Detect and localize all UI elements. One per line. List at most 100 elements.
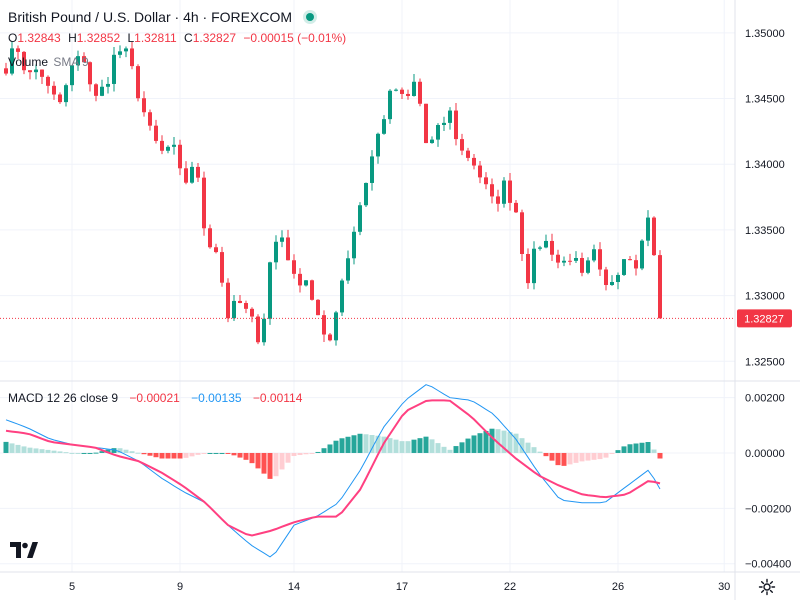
open-value: 1.32843 <box>17 31 61 45</box>
candle-body <box>232 300 236 319</box>
candle-body <box>118 51 122 55</box>
interval-label[interactable]: 4h <box>183 9 199 25</box>
chart-title[interactable]: British Pound / U.S. Dollar · 4h · FOREX… <box>8 9 314 25</box>
candle-body <box>562 260 566 263</box>
candle-body <box>454 110 458 140</box>
candle-body <box>310 280 314 300</box>
candle-body <box>346 258 350 281</box>
histogram-bar <box>411 439 417 453</box>
candle-body <box>538 247 542 249</box>
histogram-bar <box>291 452 297 456</box>
candle-body <box>550 240 554 255</box>
histogram-bar <box>255 452 261 469</box>
title-separator: · <box>202 9 208 25</box>
candle-body <box>184 168 188 183</box>
histogram-bar <box>9 443 15 453</box>
histogram-bar <box>57 451 63 453</box>
candle-body <box>358 205 362 232</box>
close-value: 1.32827 <box>192 31 237 45</box>
histogram-bar <box>219 452 225 454</box>
histogram-bar <box>483 430 489 453</box>
macd-signal-value: −0.00114 <box>252 391 303 405</box>
tradingview-logo-icon[interactable] <box>8 538 38 562</box>
candle-body <box>394 89 398 91</box>
candle-body <box>328 334 332 341</box>
candle-body <box>520 212 524 254</box>
settings-gear-icon[interactable] <box>758 578 776 596</box>
candle-body <box>154 125 158 141</box>
price-axis-labels[interactable]: 1.35000 1.34500 1.34000 1.33500 1.33000 1.325… <box>745 28 785 368</box>
histogram-bar <box>201 452 207 454</box>
open-label: O <box>8 31 18 45</box>
histogram-bar <box>237 452 243 458</box>
histogram-bar <box>465 438 471 453</box>
histogram-bar <box>399 441 405 453</box>
macd-params: 12 26 close 9 <box>46 391 119 405</box>
macd-line-value: −0.00135 <box>191 391 242 405</box>
volume-sma-label: SMA 9 <box>53 55 89 69</box>
histogram-bar <box>75 452 81 454</box>
candle-body <box>214 247 218 253</box>
candle-body <box>286 237 290 261</box>
candle-body <box>526 253 530 284</box>
histogram-bar <box>93 452 99 454</box>
candle-body <box>406 93 410 96</box>
histogram-bar <box>477 433 483 453</box>
histogram-bar <box>123 449 129 453</box>
volume-legend[interactable]: Volume SMA 9 <box>8 55 89 69</box>
histogram-bar <box>207 452 213 454</box>
histogram-bar <box>585 452 591 461</box>
time-tick-label: 26 <box>612 581 624 593</box>
price-tick-label: 1.33500 <box>745 225 785 237</box>
histogram-bar <box>3 441 9 453</box>
histogram-bar <box>135 452 141 454</box>
candle-body <box>46 76 50 86</box>
symbol-name[interactable]: British Pound / U.S. Dollar <box>8 9 171 25</box>
macd-tick-label: −0.00400 <box>745 559 791 571</box>
candle-body <box>196 166 200 178</box>
macd-legend[interactable]: MACD 12 26 close 9 −0.00021 −0.00135 −0.… <box>8 391 302 405</box>
histogram-bar <box>63 452 69 454</box>
signal-line <box>5 399 661 537</box>
candle-body <box>190 166 194 183</box>
candle-body <box>418 81 422 104</box>
candle-body <box>586 260 590 273</box>
candle-body <box>598 249 602 270</box>
histogram-bar <box>279 452 285 470</box>
macd-lines <box>5 384 661 558</box>
candle-body <box>4 68 8 74</box>
exchange-label: FOREXCOM <box>211 9 292 25</box>
histogram-bar <box>621 446 627 453</box>
histogram-bar <box>195 452 201 455</box>
last-price-marker: 1.32827 <box>0 309 792 328</box>
histogram-bar <box>165 452 171 459</box>
title-separator: · <box>174 9 180 25</box>
macd-label[interactable]: MACD <box>8 391 44 405</box>
volume-label[interactable]: Volume <box>8 55 49 69</box>
histogram-bar <box>495 429 501 453</box>
candle-body <box>556 254 560 263</box>
histogram-bar <box>15 444 21 453</box>
candle-body <box>646 217 650 241</box>
histogram-bar <box>147 452 153 456</box>
histogram-bar <box>597 452 603 460</box>
high-value: 1.32852 <box>76 31 121 45</box>
histogram-bar <box>567 452 573 465</box>
histogram-bar <box>261 452 267 474</box>
histogram-bar <box>351 435 357 453</box>
candle-body <box>220 252 224 283</box>
histogram-bar <box>555 452 561 466</box>
macd-histogram-value: −0.00021 <box>129 391 180 405</box>
time-tick-label: 22 <box>504 581 516 593</box>
candle-body <box>142 98 146 113</box>
histogram-bar <box>213 452 219 454</box>
candle-body <box>472 157 476 166</box>
histogram-bar <box>429 439 435 453</box>
candle-body <box>226 282 230 319</box>
histogram-bar <box>285 452 291 463</box>
time-axis-labels[interactable]: 5 9 14 17 22 26 30 <box>69 581 730 593</box>
candle-body <box>136 66 140 99</box>
candle-body <box>202 177 206 229</box>
candle-body <box>484 177 488 185</box>
